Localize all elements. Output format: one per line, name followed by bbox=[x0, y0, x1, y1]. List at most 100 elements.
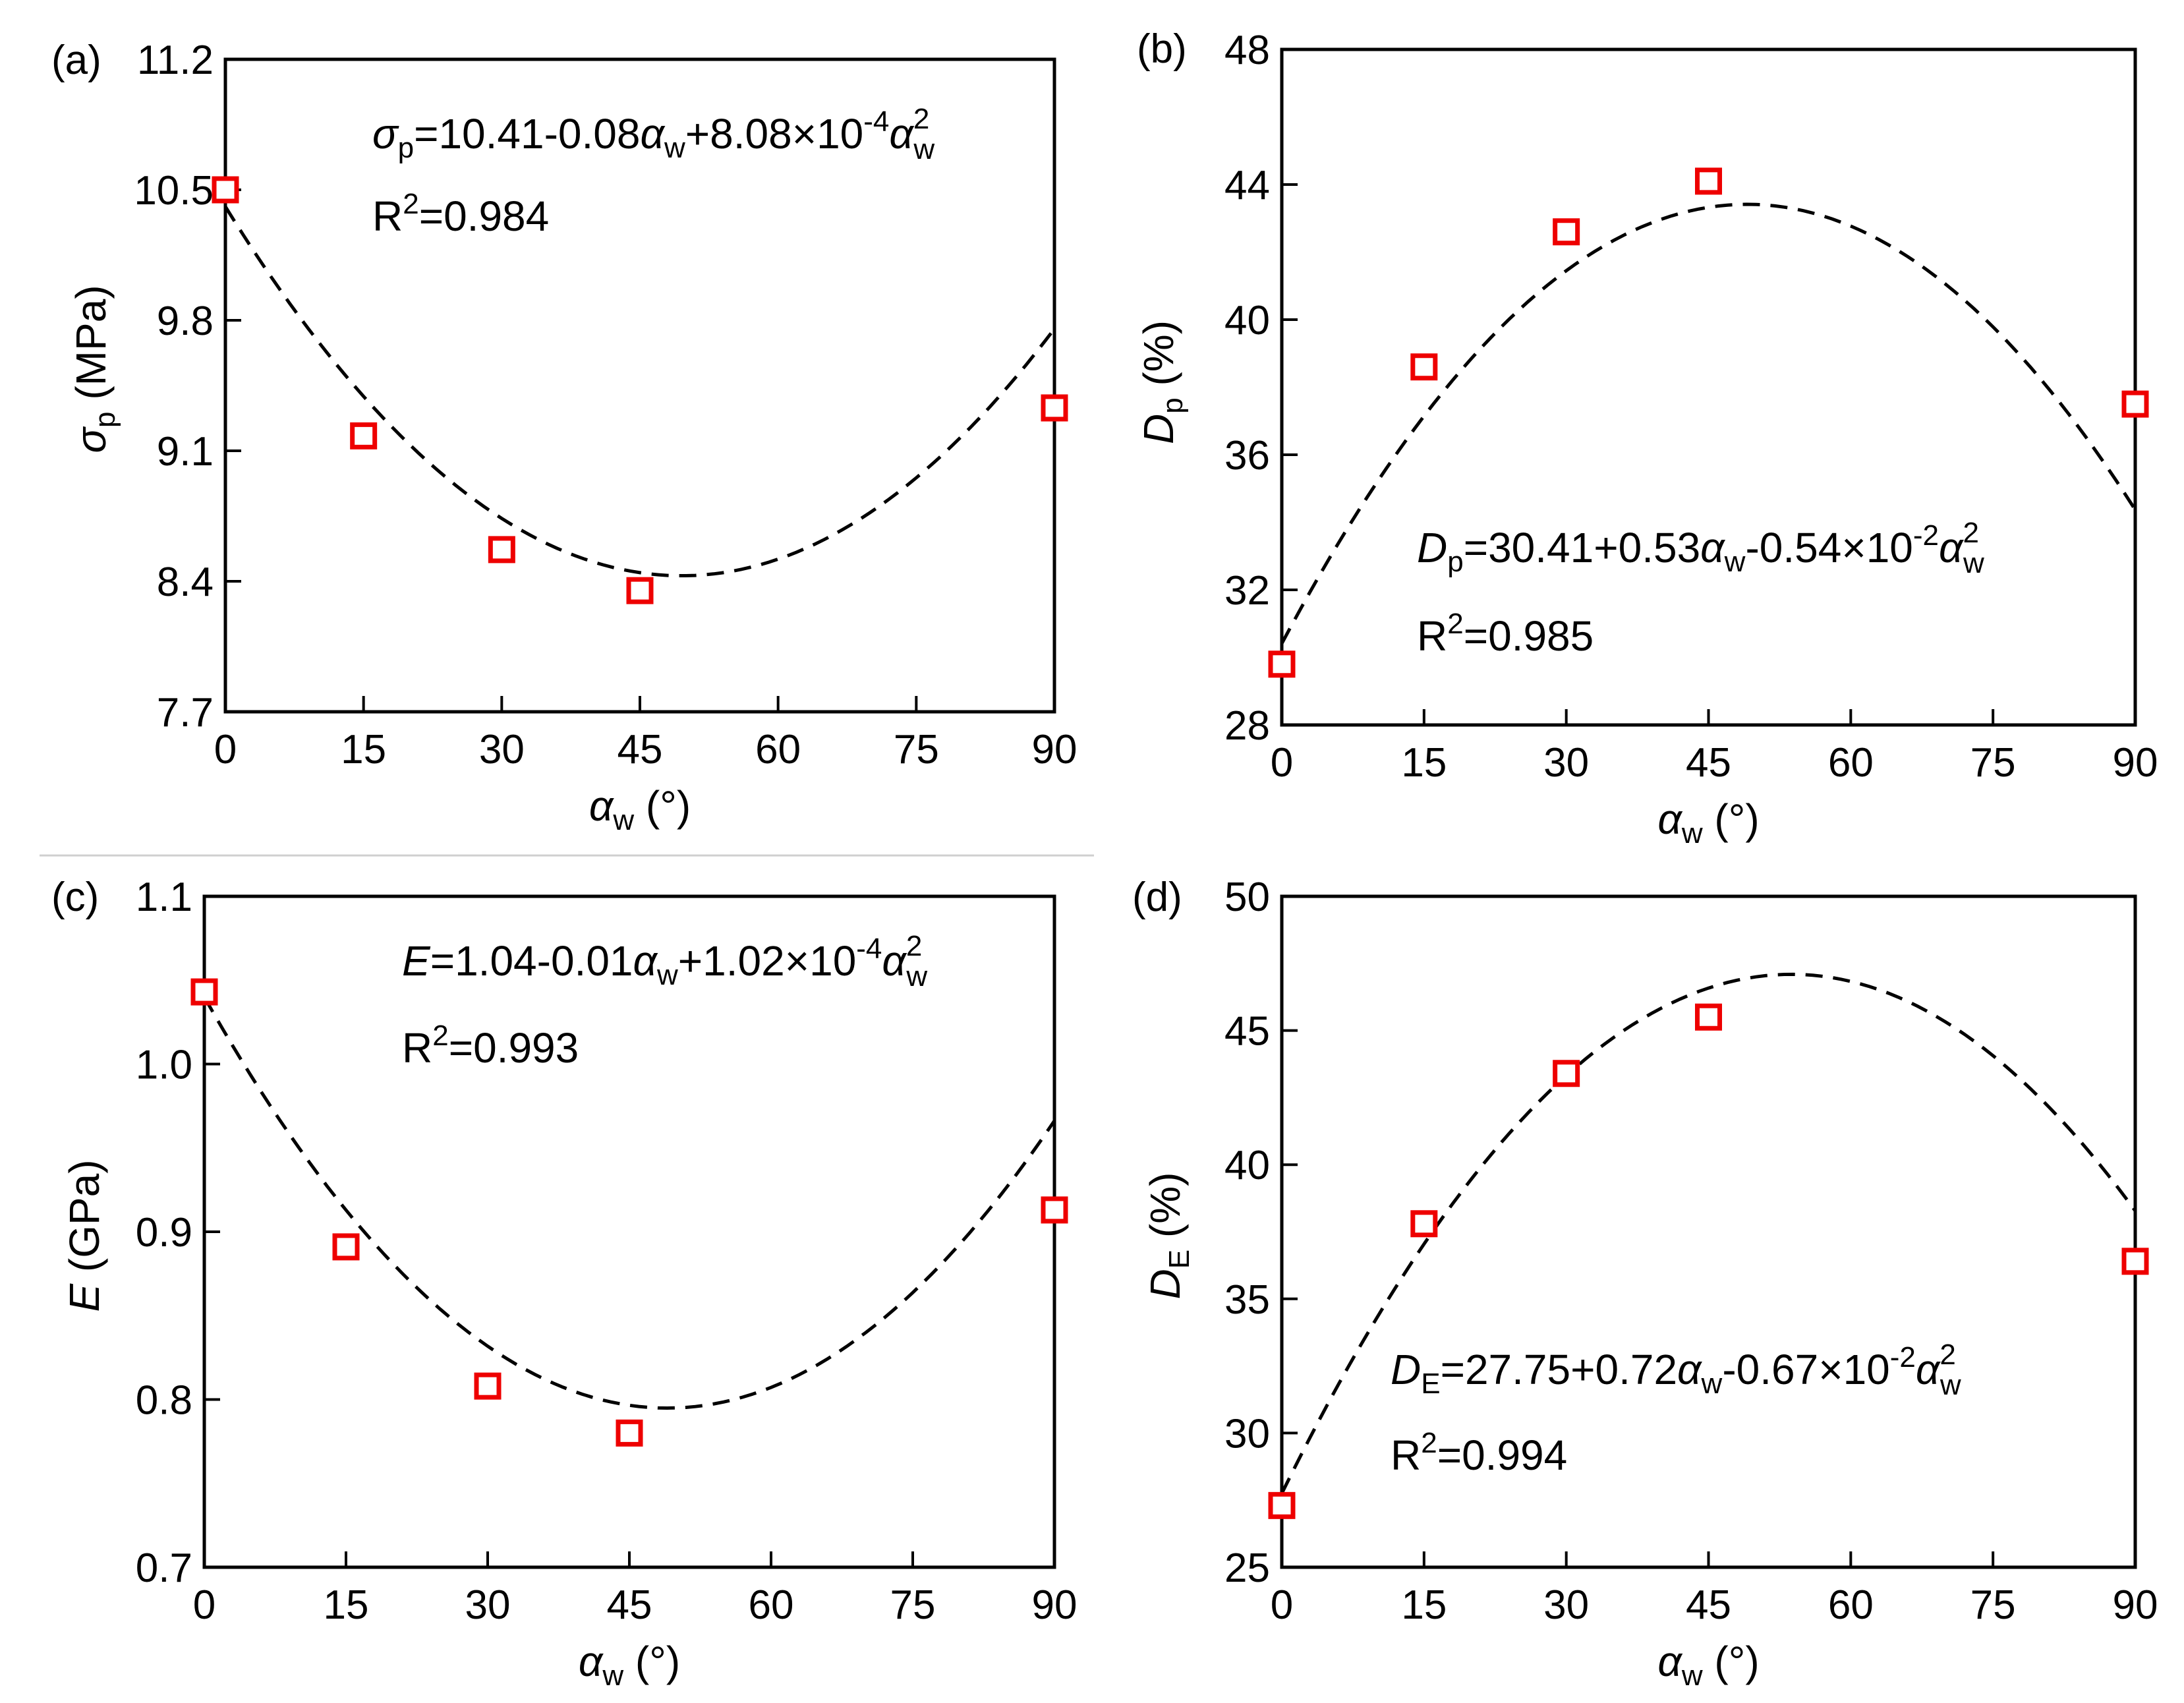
data-point bbox=[1410, 1210, 1438, 1238]
fit-equation: DE=27.75+0.72αw-0.67×10-2α2 w bbox=[1391, 1339, 1961, 1401]
x-tick-label: 15 bbox=[1401, 740, 1447, 786]
x-tick-label: 75 bbox=[890, 1582, 936, 1628]
x-tick-label: 0 bbox=[1271, 740, 1293, 786]
y-tick-label: 9.8 bbox=[157, 299, 214, 344]
chart-panel-a: 0 15 30 45 60 75 90 7.7 8.4 9.1 9.8 10.5 11.2 (a) αw (… bbox=[51, 38, 1077, 836]
fit-curve bbox=[223, 206, 1056, 577]
x-axis-label: αw (°) bbox=[1657, 795, 1759, 850]
panel-label: (c) bbox=[51, 875, 99, 920]
x-tick-label: 60 bbox=[755, 727, 801, 772]
y-axis-label: DE (%) bbox=[1141, 1172, 1195, 1300]
y-tick-label: 9.1 bbox=[157, 429, 214, 475]
data-point bbox=[2121, 1248, 2149, 1275]
data-point bbox=[350, 422, 378, 449]
data-point bbox=[1041, 394, 1068, 422]
y-tick-label: 0.8 bbox=[136, 1378, 192, 1424]
y-tick-label: 45 bbox=[1224, 1009, 1270, 1054]
fit-equation: E=1.04-0.01αw+1.02×10-4α2 w bbox=[402, 930, 927, 993]
y-tick-label: 1.1 bbox=[136, 875, 192, 920]
x-tick-label: 15 bbox=[341, 727, 386, 772]
y-tick-label: 30 bbox=[1224, 1411, 1270, 1457]
panel-label: (a) bbox=[51, 38, 101, 83]
r-squared: R2=0.984 bbox=[372, 188, 549, 240]
y-axis-label: Dp (%) bbox=[1135, 320, 1189, 444]
data-point bbox=[488, 536, 515, 563]
y-tick-label: 28 bbox=[1224, 703, 1270, 749]
y-tick-label: 35 bbox=[1224, 1277, 1270, 1323]
data-point bbox=[1553, 1060, 1580, 1087]
y-tick-label: 40 bbox=[1224, 1143, 1270, 1188]
y-tick-label: 0.7 bbox=[136, 1545, 192, 1591]
data-point bbox=[1410, 353, 1438, 381]
data-point bbox=[332, 1233, 360, 1261]
x-tick-label: 90 bbox=[1032, 727, 1078, 772]
data-point bbox=[626, 577, 654, 604]
data-point bbox=[2121, 390, 2149, 418]
x-tick-label: 0 bbox=[193, 1582, 216, 1628]
data-point bbox=[1695, 1003, 1722, 1031]
y-tick-label: 48 bbox=[1224, 28, 1270, 73]
x-tick-label: 60 bbox=[749, 1582, 794, 1628]
data-point bbox=[1695, 167, 1722, 195]
x-tick-label: 0 bbox=[1271, 1582, 1293, 1628]
x-tick-label: 30 bbox=[1543, 1582, 1589, 1628]
y-tick-label: 50 bbox=[1224, 875, 1270, 920]
data-point bbox=[190, 978, 218, 1006]
x-tick-label: 90 bbox=[1032, 1582, 1078, 1628]
data-point bbox=[212, 176, 239, 204]
y-tick-label: 0.9 bbox=[136, 1210, 192, 1256]
chart-panel-c: 0 15 30 45 60 75 90 0.7 0.8 0.9 1.0 1.1 (c) αw (°) E (… bbox=[51, 875, 1077, 1692]
fit-curve bbox=[202, 996, 1056, 1410]
chart-panel-d: 0 15 30 45 60 75 90 25 30 35 40 45 50 (d) αw (°) DE (%)… bbox=[1132, 875, 2158, 1692]
y-tick-label: 1.0 bbox=[136, 1043, 192, 1088]
y-tick-label: 25 bbox=[1224, 1545, 1270, 1591]
data-point bbox=[1268, 1491, 1296, 1519]
data-point bbox=[1553, 218, 1580, 246]
y-tick-label: 40 bbox=[1224, 298, 1270, 343]
x-tick-label: 45 bbox=[607, 1582, 652, 1628]
x-tick-label: 45 bbox=[618, 727, 663, 772]
y-tick-label: 8.4 bbox=[157, 560, 214, 605]
r-squared: R2=0.985 bbox=[1417, 608, 1594, 660]
data-point bbox=[616, 1419, 643, 1447]
x-tick-label: 60 bbox=[1828, 740, 1874, 786]
y-tick-label: 36 bbox=[1224, 433, 1270, 478]
fit-curve bbox=[1280, 202, 2137, 645]
x-axis-label: αw (°) bbox=[1657, 1638, 1759, 1692]
x-axis-label: αw (°) bbox=[579, 1638, 680, 1692]
panel-label: (b) bbox=[1137, 26, 1187, 72]
data-point bbox=[1268, 650, 1296, 678]
x-tick-label: 75 bbox=[894, 727, 939, 772]
y-tick-label: 10.5 bbox=[134, 168, 214, 214]
y-axis-label: E (GPa) bbox=[61, 1159, 108, 1312]
fit-equation: σp=10.41-0.08αw+8.08×10-4α2 w bbox=[372, 103, 934, 165]
x-tick-label: 75 bbox=[1970, 1582, 2016, 1628]
x-tick-label: 60 bbox=[1828, 1582, 1874, 1628]
x-tick-label: 90 bbox=[2113, 740, 2158, 786]
x-tick-label: 75 bbox=[1970, 740, 2016, 786]
y-tick-label: 7.7 bbox=[157, 690, 214, 736]
x-tick-label: 45 bbox=[1686, 740, 1731, 786]
y-tick-label: 44 bbox=[1224, 163, 1270, 208]
data-point bbox=[474, 1372, 502, 1400]
fit-curve bbox=[1280, 972, 2137, 1495]
y-axis-label: σp (MPa) bbox=[67, 285, 121, 453]
data-point bbox=[1041, 1196, 1068, 1224]
x-tick-label: 90 bbox=[2113, 1582, 2158, 1628]
x-tick-label: 0 bbox=[214, 727, 237, 772]
x-tick-label: 15 bbox=[1401, 1582, 1447, 1628]
y-tick-label: 11.2 bbox=[137, 38, 214, 83]
x-tick-label: 15 bbox=[324, 1582, 369, 1628]
x-axis-label: αw (°) bbox=[589, 782, 691, 836]
chart-panel-b: 0 15 30 45 60 75 90 28 32 36 40 44 48 (b) αw (°) Dp (%)… bbox=[1135, 26, 2158, 850]
x-tick-label: 30 bbox=[479, 727, 525, 772]
y-tick-label: 32 bbox=[1224, 568, 1270, 614]
x-tick-label: 45 bbox=[1686, 1582, 1731, 1628]
x-tick-label: 30 bbox=[1543, 740, 1589, 786]
fit-equation: Dp=30.41+0.53αw-0.54×10-2α2 w bbox=[1417, 517, 1984, 579]
panel-label: (d) bbox=[1132, 875, 1182, 920]
r-squared: R2=0.993 bbox=[402, 1020, 579, 1072]
r-squared: R2=0.994 bbox=[1391, 1427, 1567, 1479]
x-tick-label: 30 bbox=[465, 1582, 511, 1628]
